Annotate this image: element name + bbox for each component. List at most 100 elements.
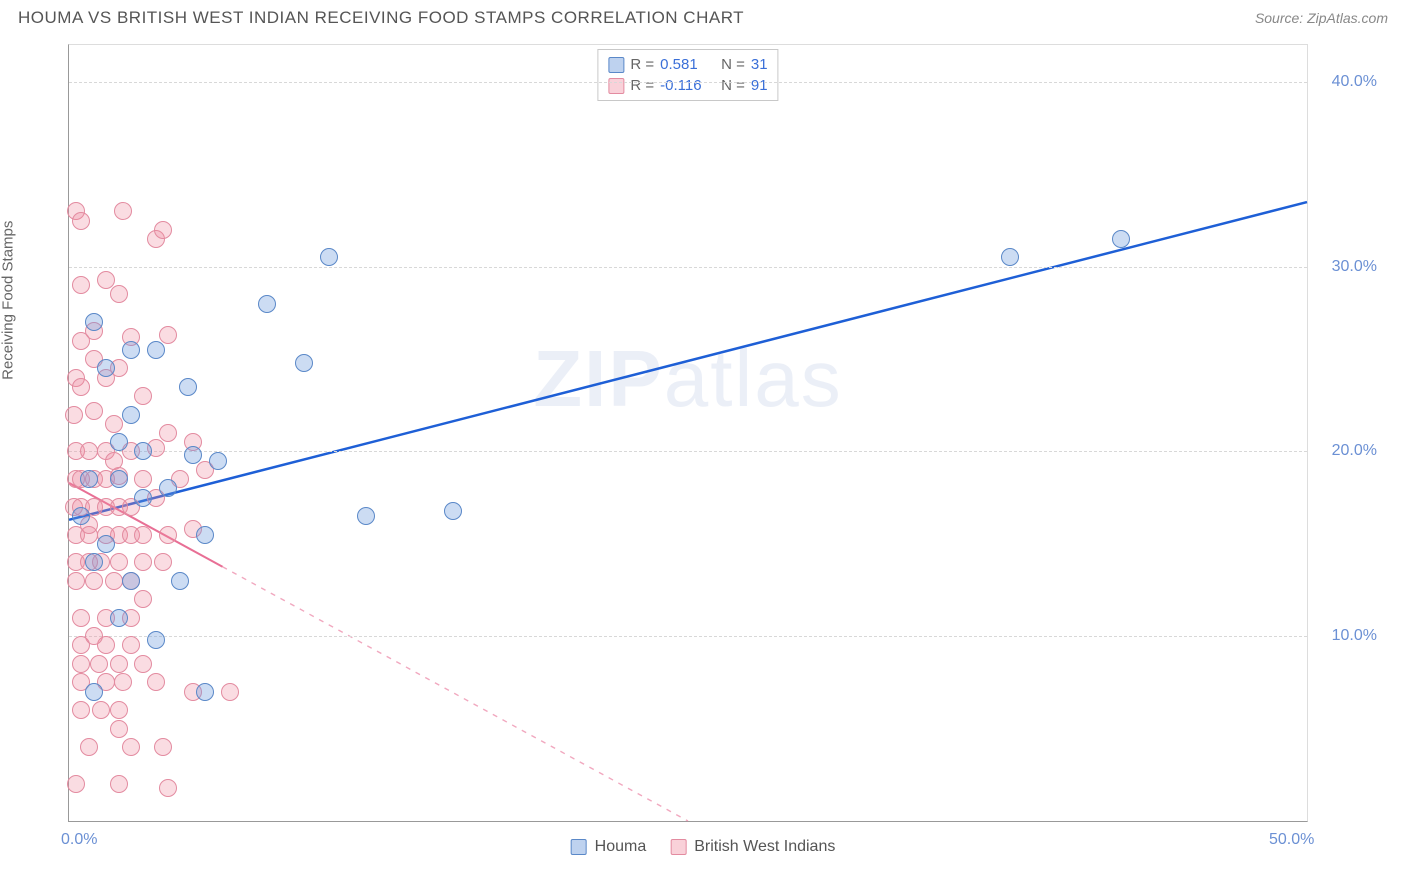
data-point [80,738,98,756]
data-point [134,387,152,405]
data-point [105,452,123,470]
legend-label: Houma [595,838,647,856]
trend-line [69,202,1307,520]
y-axis-label: Receiving Food Stamps [0,221,17,380]
y-tick-label: 20.0% [1317,442,1377,460]
data-point [97,535,115,553]
data-point [85,683,103,701]
data-point [110,701,128,719]
data-point [209,452,227,470]
data-point [179,378,197,396]
data-point [134,470,152,488]
data-point [110,655,128,673]
data-point [85,572,103,590]
data-point [97,271,115,289]
data-point [80,470,98,488]
data-point [147,631,165,649]
data-point [110,720,128,738]
data-point [159,479,177,497]
data-point [110,775,128,793]
data-point [85,553,103,571]
plot-area: ZIPatlas R = 0.581 N = 31 R = -0.116 N =… [68,44,1308,822]
data-point [72,212,90,230]
gridline [69,82,1307,83]
data-point [221,683,239,701]
data-point [92,701,110,719]
legend-label: British West Indians [694,838,835,856]
data-point [105,415,123,433]
data-point [67,775,85,793]
data-point [122,738,140,756]
data-point [159,779,177,797]
swatch-blue-icon [571,839,587,855]
data-point [65,406,83,424]
data-point [295,354,313,372]
data-point [80,442,98,460]
y-tick-label: 40.0% [1317,73,1377,91]
data-point [85,313,103,331]
data-point [134,442,152,460]
data-point [134,655,152,673]
data-point [258,295,276,313]
data-point [320,248,338,266]
trend-line-extrapolated [223,567,688,821]
data-point [110,609,128,627]
source-attribution: Source: ZipAtlas.com [1255,10,1388,26]
data-point [72,507,90,525]
legend-item-bwi: British West Indians [670,838,835,856]
data-point [154,738,172,756]
data-point [134,553,152,571]
swatch-pink-icon [670,839,686,855]
data-point [159,526,177,544]
trend-lines-layer [69,45,1307,821]
data-point [110,285,128,303]
data-point [134,526,152,544]
data-point [196,526,214,544]
data-point [122,636,140,654]
data-point [114,202,132,220]
data-point [134,489,152,507]
data-point [114,673,132,691]
data-point [171,572,189,590]
data-point [444,502,462,520]
data-point [154,221,172,239]
data-point [122,341,140,359]
chart-container: Receiving Food Stamps ZIPatlas R = 0.581… [18,40,1388,862]
data-point [154,553,172,571]
data-point [1112,230,1130,248]
data-point [147,673,165,691]
data-point [90,655,108,673]
data-point [72,655,90,673]
gridline [69,636,1307,637]
bottom-legend: Houma British West Indians [571,838,836,856]
data-point [196,683,214,701]
x-tick-label: 50.0% [1269,831,1314,849]
data-point [357,507,375,525]
data-point [72,609,90,627]
data-point [85,627,103,645]
chart-title: HOUMA VS BRITISH WEST INDIAN RECEIVING F… [18,8,744,28]
data-point [122,406,140,424]
gridline [69,267,1307,268]
data-point [159,326,177,344]
data-point [122,572,140,590]
data-point [67,572,85,590]
y-tick-label: 30.0% [1317,258,1377,276]
legend-item-houma: Houma [571,838,647,856]
data-point [110,553,128,571]
data-point [134,590,152,608]
data-point [85,402,103,420]
data-point [1001,248,1019,266]
data-point [184,446,202,464]
data-point [110,433,128,451]
data-point [72,378,90,396]
data-point [147,341,165,359]
x-tick-label: 0.0% [61,831,97,849]
data-point [159,424,177,442]
gridline [69,451,1307,452]
data-point [72,701,90,719]
data-point [105,572,123,590]
data-point [97,359,115,377]
data-point [110,470,128,488]
data-point [72,276,90,294]
